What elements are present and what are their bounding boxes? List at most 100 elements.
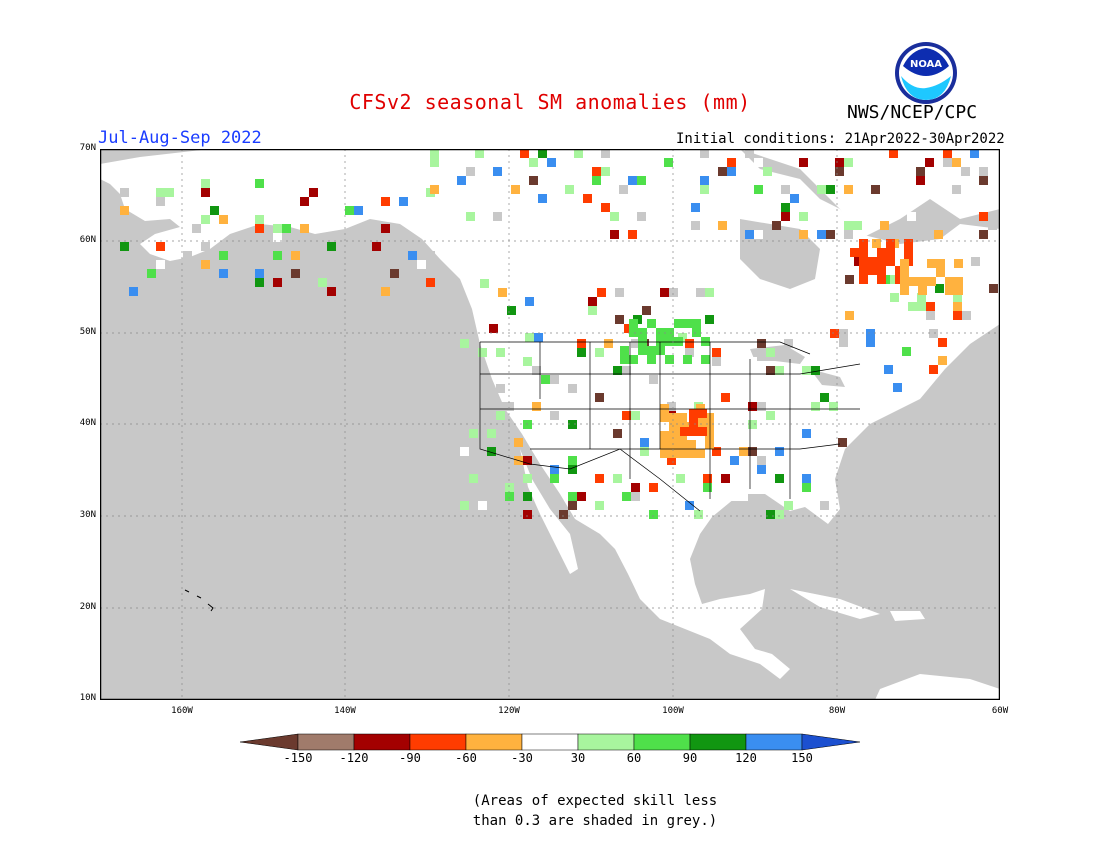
anomaly-cell bbox=[839, 329, 848, 338]
anomaly-cell bbox=[669, 431, 678, 440]
anomaly-cell bbox=[766, 411, 775, 420]
anomaly-cell bbox=[624, 324, 633, 333]
anomaly-cell bbox=[799, 230, 808, 239]
anomaly-cell bbox=[730, 492, 739, 501]
anomaly-cell bbox=[844, 230, 853, 239]
anomaly-cell bbox=[781, 203, 790, 212]
anomaly-cell bbox=[255, 269, 264, 278]
anomaly-cell bbox=[640, 438, 649, 447]
anomaly-cell bbox=[273, 278, 282, 287]
anomaly-cell bbox=[844, 221, 853, 230]
greenland-land bbox=[740, 149, 1000, 239]
anomaly-cell bbox=[705, 440, 714, 449]
anomaly-cell bbox=[705, 315, 714, 324]
anomaly-cell bbox=[700, 185, 709, 194]
anomaly-cell bbox=[201, 215, 210, 224]
anomaly-cell bbox=[538, 149, 547, 158]
anomaly-cell bbox=[667, 402, 676, 411]
anomaly-cell bbox=[507, 306, 516, 315]
anomaly-cell bbox=[859, 257, 868, 266]
anomaly-cell bbox=[826, 185, 835, 194]
anomaly-cell bbox=[953, 302, 962, 311]
lat-label: 30N bbox=[79, 510, 96, 520]
anomaly-cell bbox=[610, 212, 619, 221]
anomaly-cell bbox=[802, 366, 811, 375]
anomaly-cell bbox=[866, 329, 875, 338]
colorbar-tick-label: 150 bbox=[791, 751, 813, 765]
anomaly-cell bbox=[945, 277, 954, 286]
anomaly-cell bbox=[790, 194, 799, 203]
anomaly-cell bbox=[628, 176, 637, 185]
anomaly-cell bbox=[201, 188, 210, 197]
anomaly-cell bbox=[426, 251, 435, 260]
anomaly-cell bbox=[480, 279, 489, 288]
lat-label: 50N bbox=[79, 327, 96, 337]
anomaly-cell bbox=[954, 259, 963, 268]
colorbar-segment bbox=[465, 733, 523, 751]
anomaly-cell bbox=[918, 277, 927, 286]
anomaly-cell bbox=[859, 239, 868, 248]
anomaly-cell bbox=[889, 149, 898, 158]
colorbar-tick-label: -150 bbox=[283, 751, 313, 765]
anomaly-cell bbox=[766, 366, 775, 375]
anomaly-cell bbox=[943, 149, 952, 158]
anomaly-cell bbox=[457, 176, 466, 185]
anomaly-cell bbox=[430, 158, 439, 167]
anomaly-cell bbox=[588, 297, 597, 306]
anomaly-cell bbox=[246, 278, 255, 287]
anomaly-cell bbox=[469, 429, 478, 438]
anomaly-cell bbox=[799, 158, 808, 167]
anomaly-cell bbox=[712, 348, 721, 357]
anomaly-cell bbox=[763, 167, 772, 176]
anomaly-cell bbox=[839, 338, 848, 347]
anomaly-cell bbox=[739, 492, 748, 501]
anomaly-cell bbox=[255, 278, 264, 287]
anomaly-cell bbox=[907, 212, 916, 221]
anomaly-cell bbox=[631, 339, 640, 348]
anomaly-cell bbox=[417, 260, 426, 269]
anomaly-cell bbox=[631, 492, 640, 501]
anomaly-cell bbox=[916, 176, 925, 185]
anomaly-cell bbox=[327, 242, 336, 251]
anomaly-cell bbox=[120, 206, 129, 215]
colorbar-segment bbox=[577, 733, 635, 751]
anomaly-cell bbox=[817, 185, 826, 194]
anomaly-cell bbox=[273, 251, 282, 260]
anomaly-cell bbox=[739, 447, 748, 456]
colorbar-arrow-high bbox=[801, 733, 861, 751]
anomaly-cell bbox=[646, 176, 655, 185]
anomaly-cell bbox=[844, 185, 853, 194]
anomaly-cell bbox=[953, 293, 962, 302]
anomaly-cell bbox=[754, 230, 763, 239]
anomaly-cell bbox=[866, 338, 875, 347]
anomaly-cell bbox=[820, 393, 829, 402]
anomaly-cell bbox=[638, 346, 647, 355]
anomaly-cell bbox=[565, 212, 574, 221]
anomaly-cell bbox=[628, 230, 637, 239]
anomaly-cell bbox=[460, 447, 469, 456]
anomaly-cell bbox=[712, 357, 721, 366]
anomaly-cell bbox=[219, 269, 228, 278]
anomaly-cell bbox=[845, 311, 854, 320]
lon-label: 140W bbox=[334, 706, 356, 716]
anomaly-cell bbox=[900, 286, 909, 295]
anomaly-cell bbox=[219, 215, 228, 224]
anomaly-cell bbox=[496, 348, 505, 357]
anomaly-cell bbox=[748, 402, 757, 411]
anomaly-cell bbox=[487, 447, 496, 456]
anomaly-cell bbox=[696, 404, 705, 413]
anomaly-cell bbox=[784, 339, 793, 348]
anomaly-cell bbox=[496, 411, 505, 420]
anomaly-cell bbox=[318, 278, 327, 287]
anomaly-cell bbox=[577, 348, 586, 357]
anomaly-cell bbox=[989, 293, 998, 302]
anomaly-cell bbox=[660, 431, 669, 440]
anomaly-cell bbox=[192, 224, 201, 233]
anomaly-cell bbox=[936, 268, 945, 277]
anomaly-cell bbox=[929, 365, 938, 374]
anomaly-cell bbox=[692, 328, 701, 337]
anomaly-cell bbox=[637, 212, 646, 221]
anomaly-cell bbox=[273, 233, 282, 242]
anomaly-cell bbox=[859, 248, 868, 257]
anomaly-cell bbox=[640, 447, 649, 456]
